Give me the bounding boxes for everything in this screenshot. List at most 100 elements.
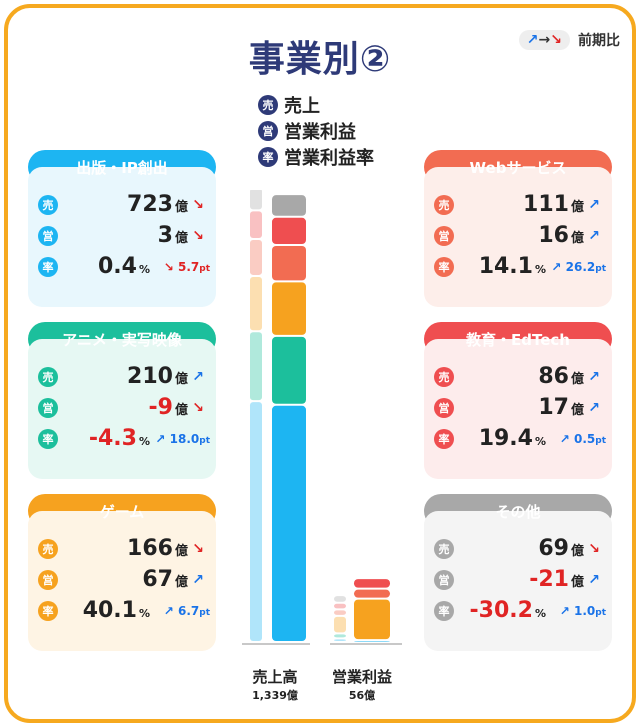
unit: pt	[199, 435, 210, 446]
rate-change: ↗ 26.2pt	[551, 260, 606, 274]
x-label-op: 営業利益 56億	[322, 666, 402, 703]
rate-value: 0.4%	[98, 254, 150, 279]
sales-row: 売 166 億 ↘	[28, 533, 216, 564]
sales-row: 売 210 億 ↗	[28, 361, 216, 392]
rate-row: 率 19.4% ↗ 0.5pt	[424, 423, 612, 454]
bar-sales-game	[272, 282, 306, 335]
op-row: 営 -21 億 ↗	[424, 564, 612, 595]
rate-row: 率 14.1% ↗ 26.2pt	[424, 251, 612, 282]
unit: %	[534, 263, 546, 276]
bar-sales-web	[272, 246, 306, 281]
rate-value: 40.1%	[83, 598, 150, 623]
unit: 億	[174, 544, 188, 559]
unit: 億	[570, 200, 584, 215]
trend-flat-icon: →	[538, 32, 551, 48]
number: 111	[523, 192, 569, 217]
op-row: 営 67 億 ↗	[28, 564, 216, 595]
sales-row: 売 111 億 ↗	[424, 189, 612, 220]
trend-icon: ↘	[163, 259, 174, 274]
bar-sales-prev-anime	[250, 332, 262, 401]
rate-change: ↗ 6.7pt	[164, 604, 210, 618]
unit: 億	[570, 403, 584, 418]
key-label: 売上	[284, 96, 320, 117]
bar-sales-other	[272, 195, 306, 216]
trend-icon: ↗	[551, 259, 562, 274]
trend-down-icon: ↘	[550, 32, 562, 48]
rate-change: ↘ 5.7pt	[164, 260, 210, 274]
x-total-label: 56億	[348, 689, 376, 702]
trend-icon: ↗	[588, 196, 600, 213]
segment-body: 売 86 億 ↗ 営 17 億 ↗ 率 19.4% ↗ 0.5pt	[424, 339, 612, 479]
sales-row: 売 86 億 ↗	[424, 361, 612, 392]
badge-icon: 営	[434, 225, 454, 246]
badge-icon: 率	[38, 428, 58, 449]
sales-value: 111 億	[523, 192, 584, 217]
unit: %	[534, 435, 546, 448]
badge-icon: 売	[434, 194, 454, 215]
change-legend-label: 前期比	[578, 33, 620, 49]
number: 40.1	[82, 598, 137, 623]
rate-row: 率 40.1% ↗ 6.7pt	[28, 595, 216, 626]
unit: pt	[595, 435, 606, 446]
badge-icon: 営	[38, 397, 58, 418]
op-row: 営 -9 億 ↘	[28, 392, 216, 423]
number: 86	[538, 364, 569, 389]
trend-icon: ↗	[588, 368, 600, 385]
rate-row: 率 0.4% ↘ 5.7pt	[28, 251, 216, 282]
x-tick-label: 売上高	[252, 668, 298, 686]
number: 18.0	[169, 431, 200, 446]
rate-row: 率 -30.2% ↗ 1.0pt	[424, 595, 612, 626]
trend-up-icon: ↗	[526, 32, 539, 48]
trend-icon: ↘	[192, 196, 204, 213]
trend-icon: ↘	[192, 227, 204, 244]
trend-symbols: ↗→↘	[518, 30, 570, 50]
op-value: -9 億	[149, 395, 188, 420]
trend-icon: ↘	[588, 540, 600, 557]
number: 6.7	[177, 603, 200, 618]
unit: 億	[174, 372, 188, 387]
segment-card-anime: アニメ・実写映像売210億↗営-9億↘率-4.3%↗ 18.0pt	[28, 322, 216, 479]
bar-sales-prev-edu	[250, 211, 262, 238]
trend-icon: ↗	[192, 368, 204, 385]
number: 16	[538, 223, 569, 248]
number: 1.0	[573, 603, 596, 618]
rate-row: 率 -4.3% ↗ 18.0pt	[28, 423, 216, 454]
trend-icon: ↗	[192, 571, 204, 588]
unit: %	[138, 607, 150, 620]
number: 26.2	[565, 259, 596, 274]
segment-body: 売 111 億 ↗ 営 16 億 ↗ 率 14.1% ↗ 26.2pt	[424, 167, 612, 307]
trend-icon: ↘	[192, 540, 204, 557]
number: 3	[157, 223, 173, 248]
trend-icon: ↗	[588, 571, 600, 588]
op-row: 営 17 億 ↗	[424, 392, 612, 423]
bar-sales-anime	[272, 336, 306, 404]
bar-op-prev-publishing	[334, 639, 346, 641]
bar-op-game	[354, 599, 390, 640]
page-title: 事業別②	[248, 39, 392, 80]
bar-op-edu	[354, 579, 390, 588]
number: 67	[142, 567, 173, 592]
badge-icon: 売	[434, 538, 454, 559]
badge-icon: 営	[258, 121, 278, 141]
number: 14.1	[478, 254, 533, 279]
segment-body: 売 69 億 ↘ 営 -21 億 ↗ 率 -30.2% ↗ 1.0pt	[424, 511, 612, 651]
number: -4.3	[88, 426, 137, 451]
trend-icon: ↗	[588, 399, 600, 416]
bar-sales-prev-other	[250, 190, 262, 210]
unit: pt	[595, 607, 606, 618]
number: 69	[538, 536, 569, 561]
unit: %	[138, 263, 150, 276]
unit: 億	[174, 403, 188, 418]
unit: %	[534, 607, 546, 620]
number: -21	[529, 567, 569, 592]
stacked-bar-chart	[242, 190, 402, 645]
op-value: 17 億	[538, 395, 584, 420]
key-sales: 売売上	[258, 92, 374, 118]
badge-icon: 率	[38, 256, 58, 277]
badge-icon: 売	[258, 95, 278, 115]
bar-op-prev-other	[334, 596, 346, 602]
badge-icon: 率	[38, 600, 58, 621]
sales-value: 723 億	[127, 192, 188, 217]
